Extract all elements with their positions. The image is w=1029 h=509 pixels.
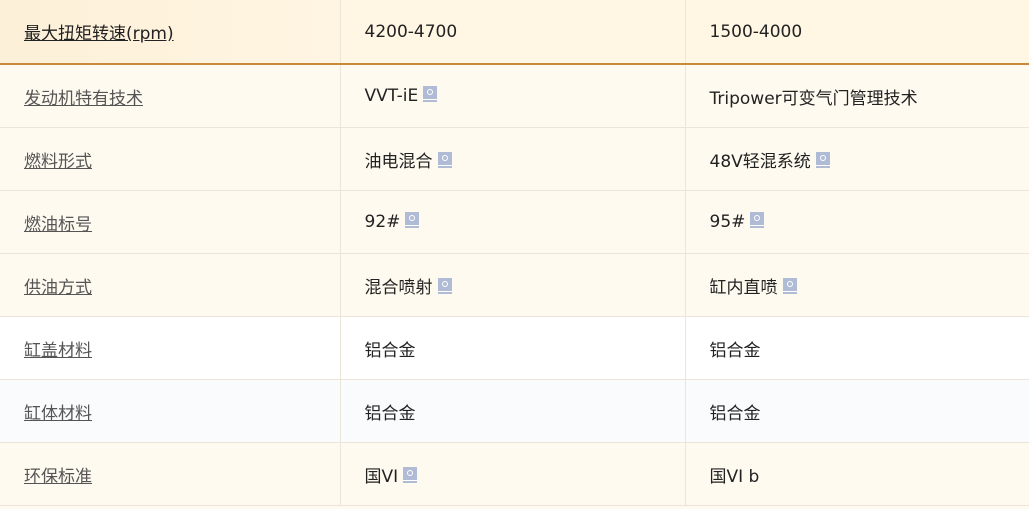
spec-value: 国VI b	[709, 466, 760, 487]
table-row: 缸体材料 铝合金 铝合金	[0, 379, 1029, 443]
spec-value: 95#	[709, 212, 746, 232]
spec-value-cell: 铝合金	[339, 316, 686, 380]
spec-value: 缸内直喷	[709, 277, 778, 298]
spec-label-link[interactable]: 燃油标号	[24, 214, 92, 235]
table-row: 供油方式 混合喷射 缸内直喷	[0, 253, 1029, 317]
spec-label-cell: 缸盖材料	[0, 316, 341, 380]
spec-label-link[interactable]: 最大扭矩转速(rpm)	[24, 24, 174, 44]
spec-value: 铝合金	[364, 403, 416, 424]
spec-value-cell: 1500-4000	[684, 0, 1029, 65]
table-row: 燃油标号 92# 95#	[0, 190, 1029, 254]
search-icon[interactable]	[437, 151, 452, 168]
spec-value: VVT-iE	[364, 86, 419, 106]
search-icon[interactable]	[750, 212, 765, 228]
spec-value: 油电混合	[364, 151, 433, 172]
spec-value: 铝合金	[709, 340, 761, 361]
spec-value: 48V轻混系统	[709, 151, 811, 172]
spec-value-cell: 4200-4700	[339, 0, 686, 65]
spec-label-link[interactable]: 燃料形式	[24, 151, 92, 172]
spec-label-cell: 最大扭矩转速(rpm)	[0, 0, 341, 65]
search-icon[interactable]	[815, 151, 830, 168]
spec-value: 国VI	[364, 466, 399, 487]
spec-value: 铝合金	[364, 340, 416, 361]
spec-value: 4200-4700	[364, 21, 458, 42]
table-row: 燃料形式 油电混合 48V轻混系统	[0, 127, 1029, 191]
spec-value-cell: 油电混合	[339, 127, 686, 191]
spec-value: Tripower可变气门管理技术	[709, 88, 918, 109]
spec-label-cell: 环保标准	[0, 442, 341, 506]
search-icon[interactable]	[782, 277, 797, 294]
table-row: 缸盖材料 铝合金 铝合金	[0, 316, 1029, 380]
spec-label-link[interactable]: 缸盖材料	[24, 340, 92, 361]
spec-value-cell: 铝合金	[684, 316, 1029, 380]
spec-value: 92#	[364, 212, 401, 232]
spec-label-link[interactable]: 缸体材料	[24, 403, 92, 424]
spec-value: 铝合金	[709, 403, 761, 424]
spec-value-cell: 48V轻混系统	[684, 127, 1029, 191]
search-icon[interactable]	[437, 277, 452, 294]
spec-label-cell: 供油方式	[0, 253, 341, 317]
spec-label-link[interactable]: 供油方式	[24, 277, 92, 298]
spec-label-cell: 发动机特有技术	[0, 63, 341, 128]
spec-value-cell: 铝合金	[684, 379, 1029, 443]
spec-value-cell: 92#	[339, 190, 686, 254]
spec-label-cell: 燃油标号	[0, 190, 341, 254]
spec-label-cell: 缸体材料	[0, 379, 341, 443]
search-icon[interactable]	[405, 212, 420, 228]
spec-value-cell: 混合喷射	[339, 253, 686, 317]
spec-label-link[interactable]: 环保标准	[24, 466, 92, 487]
spec-value-cell: Tripower可变气门管理技术	[684, 63, 1029, 128]
search-icon[interactable]	[403, 466, 418, 483]
spec-value-cell: 国VI	[339, 442, 686, 506]
table-row: 环保标准 国VI 国VI b	[0, 442, 1029, 506]
table-row: 发动机特有技术 VVT-iE Tripower可变气门管理技术	[0, 63, 1029, 128]
spec-label-link[interactable]: 发动机特有技术	[24, 88, 143, 109]
spec-value: 1500-4000	[709, 21, 803, 42]
spec-value-cell: 缸内直喷	[684, 253, 1029, 317]
spec-value-cell: 国VI b	[684, 442, 1029, 506]
spec-value-cell: 铝合金	[339, 379, 686, 443]
spec-label-cell: 燃料形式	[0, 127, 341, 191]
spec-value: 混合喷射	[364, 277, 433, 298]
spec-value-cell: VVT-iE	[339, 63, 686, 128]
spec-value-cell: 95#	[684, 190, 1029, 254]
search-icon[interactable]	[423, 86, 438, 102]
table-row: 最大扭矩转速(rpm) 4200-4700 1500-4000	[0, 0, 1029, 65]
